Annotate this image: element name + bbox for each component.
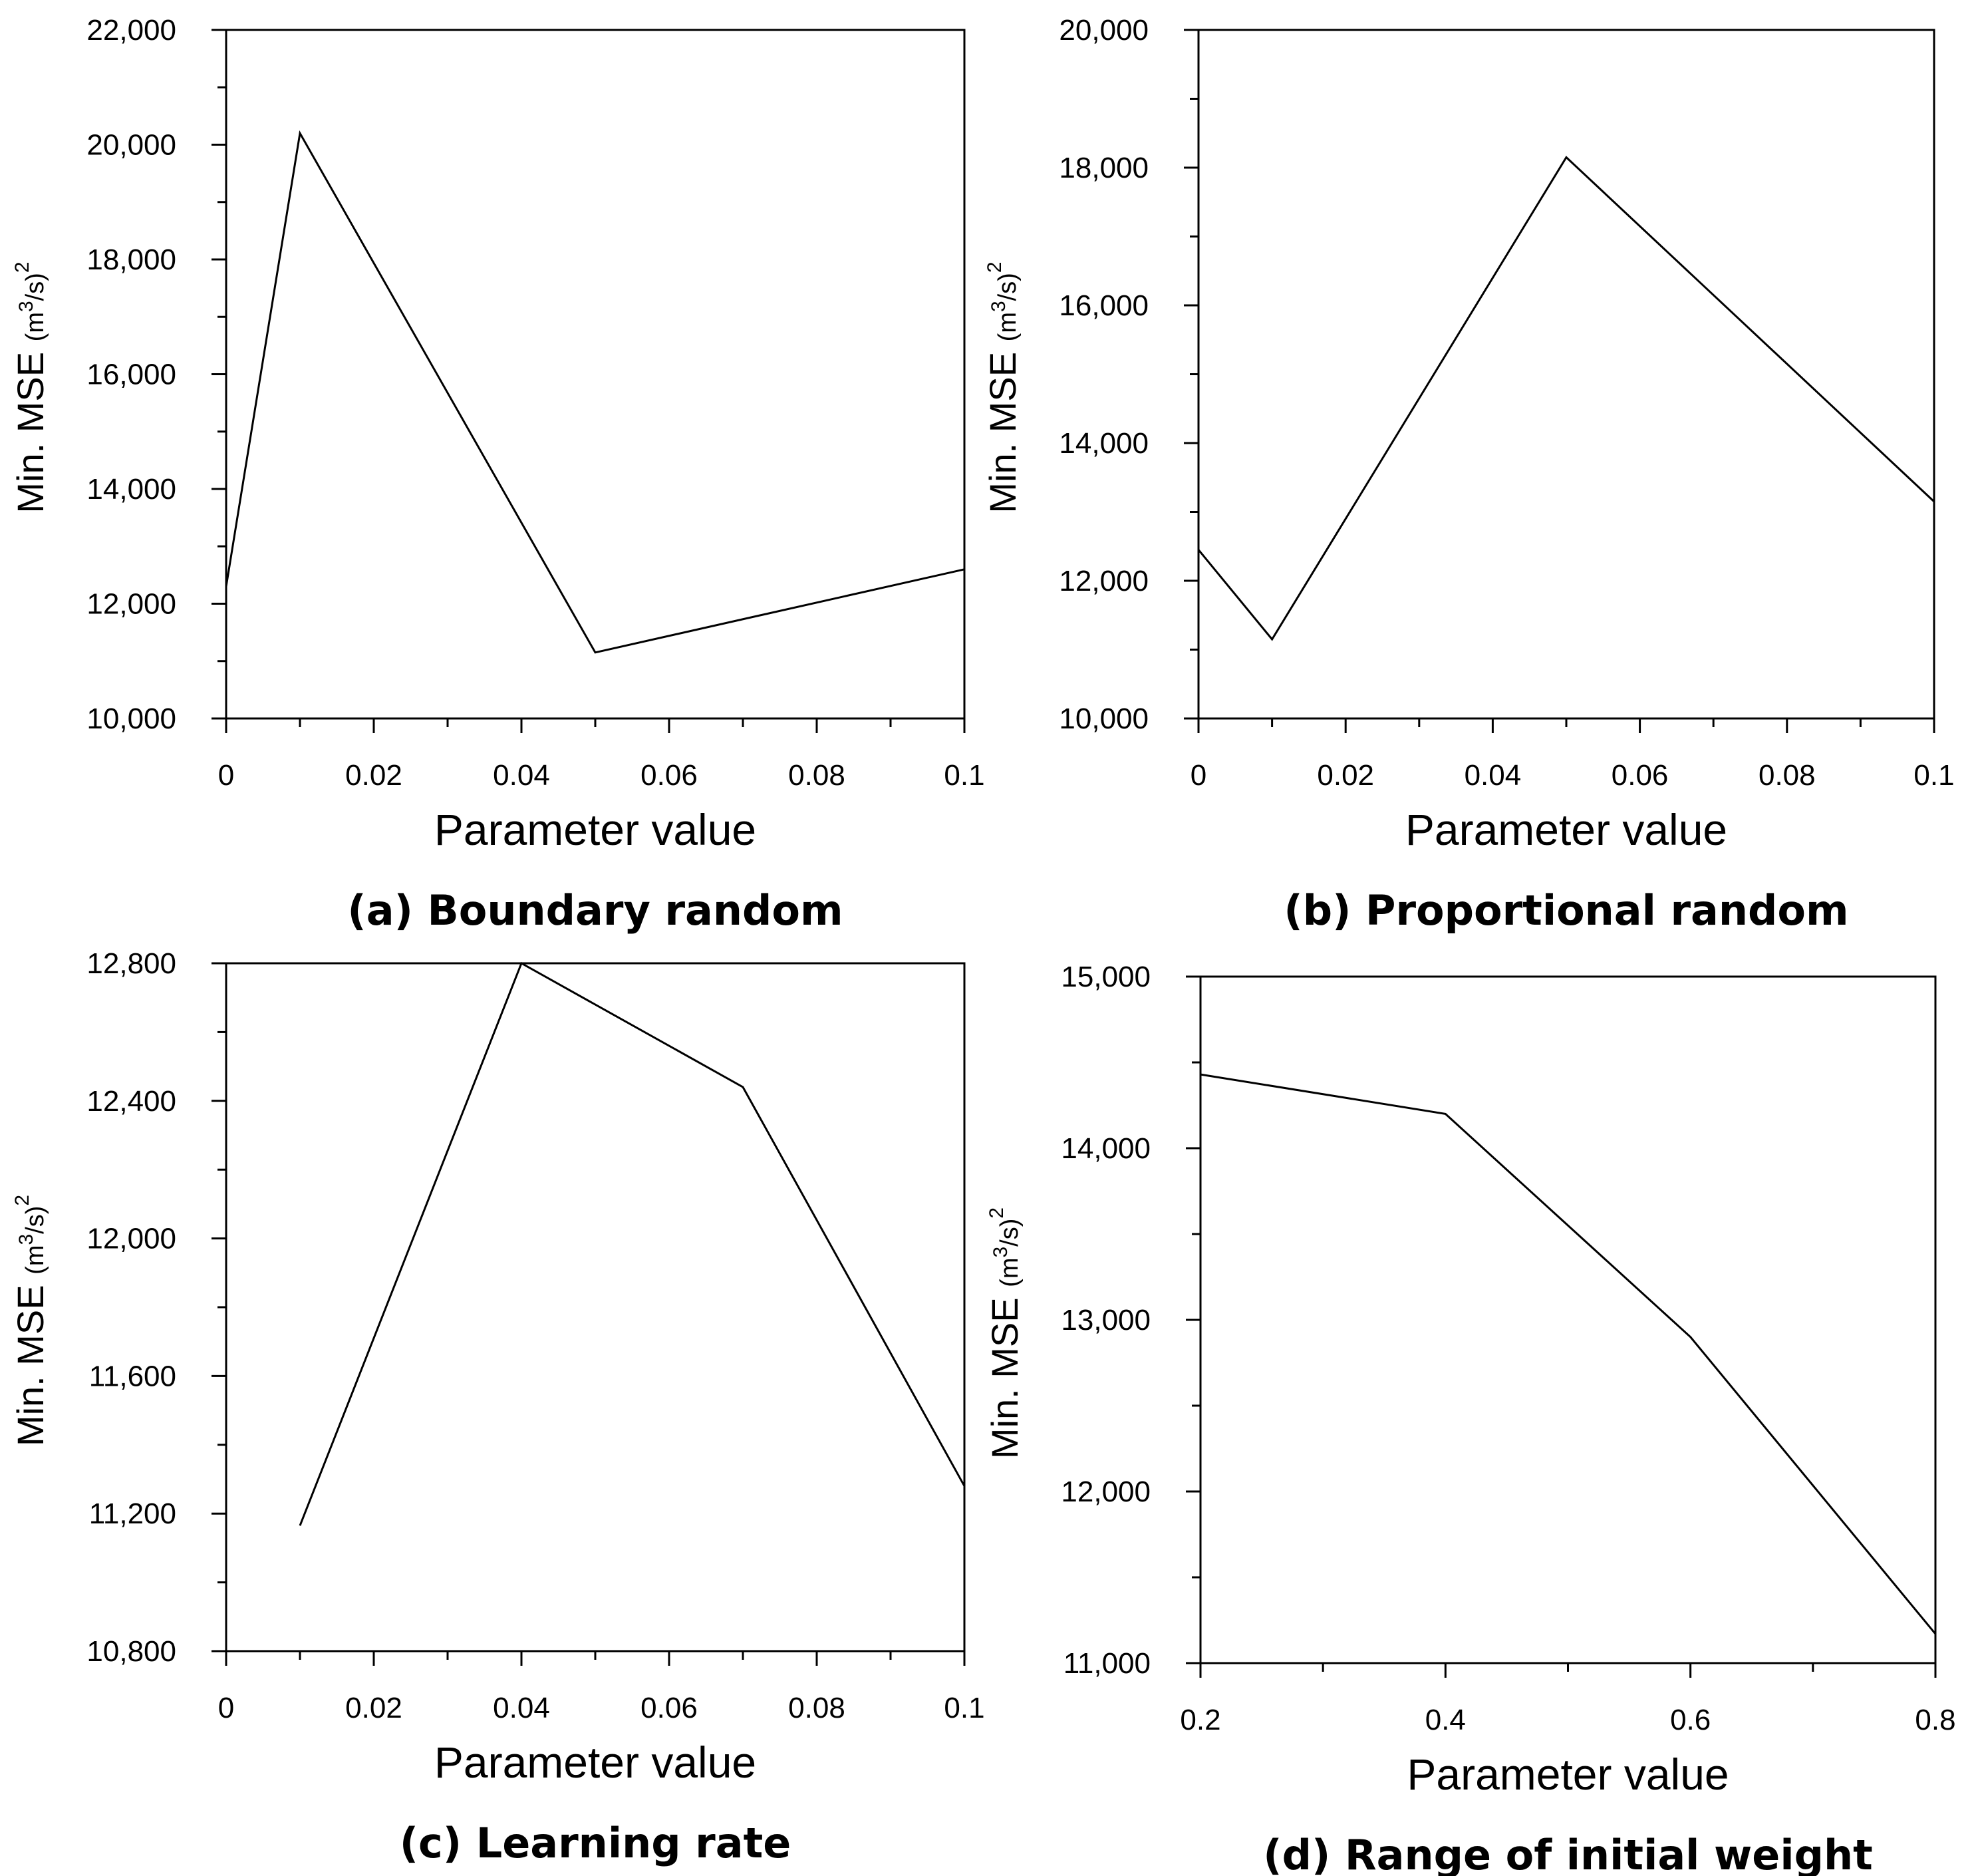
x-axis-label: Parameter value [1407, 1750, 1729, 1799]
panel-caption: (b) Proportional random [1284, 886, 1848, 935]
chart-3: 0.2 0.4 0.6 0.8 11,000 12,000 13,000 14,000 15,0… [984, 961, 1956, 1876]
x-tick-label: 0.02 [1317, 759, 1374, 792]
x-tick-label: 0.1 [944, 759, 984, 792]
series-line [225, 130, 965, 654]
y-tick-label: 15,000 [1061, 961, 1151, 993]
y-tick-label: 12,000 [86, 1223, 176, 1255]
x-tick-label: 0.2 [1180, 1704, 1220, 1736]
y-tick-label: 20,000 [1059, 14, 1149, 47]
y-axis-label: Min. MSE (m3/s)2 [984, 1207, 1026, 1459]
y-tick-label: 11,200 [89, 1497, 176, 1530]
chart-0: 0 0.02 0.04 0.06 0.08 0.1 10,000 12,000 14,000 16… [9, 14, 985, 935]
x-tick-label: 0.6 [1670, 1704, 1711, 1736]
x-tick-label: 0.04 [493, 759, 550, 792]
plot-frame [225, 962, 966, 1652]
x-tick-label: 0.06 [640, 759, 698, 792]
y-tick-label: 18,000 [86, 243, 176, 276]
y-tick-label: 12,000 [1061, 1476, 1151, 1508]
y-axis-label: Min. MSE (m3/s)2 [982, 261, 1024, 513]
y-tick-label: 10,000 [1059, 703, 1149, 735]
x-axis-label: Parameter value [1405, 805, 1727, 854]
x-tick-label: 0.02 [345, 1692, 402, 1724]
panel-caption: (a) Boundary random [347, 886, 843, 935]
x-tick-label: 0.08 [788, 759, 845, 792]
x-tick-label: 0.06 [1612, 759, 1669, 792]
plot-frame [225, 29, 966, 720]
y-tick-label: 14,000 [1059, 427, 1149, 460]
y-tick-label: 16,000 [1059, 289, 1149, 322]
y-axis-label: Min. MSE (m3/s)2 [9, 261, 51, 513]
x-tick-label: 0.1 [944, 1692, 984, 1724]
series-line [1200, 1073, 1937, 1635]
x-tick-label: 0.04 [1465, 759, 1522, 792]
x-tick-label: 0.04 [493, 1692, 550, 1724]
y-tick-label: 12,000 [86, 588, 176, 621]
x-tick-label: 0.8 [1915, 1704, 1955, 1736]
y-tick-label: 20,000 [86, 129, 176, 162]
panel-caption: (d) Range of initial weight [1263, 1831, 1872, 1876]
y-tick-label: 16,000 [86, 359, 176, 391]
y-tick-label: 18,000 [1059, 152, 1149, 184]
chart-2: 0 0.02 0.04 0.06 0.08 0.1 10,800 11,200 11,600 12… [9, 947, 985, 1867]
y-axis-label: Min. MSE (m3/s)2 [9, 1195, 51, 1446]
x-tick-label: 0.02 [345, 759, 402, 792]
y-tick-label: 10,000 [86, 703, 176, 735]
x-axis-label: Parameter value [434, 805, 756, 854]
y-tick-label: 11,000 [1063, 1647, 1151, 1680]
y-tick-label: 14,000 [1061, 1132, 1151, 1165]
y-tick-label: 12,400 [86, 1085, 176, 1118]
series-line [1197, 156, 1935, 641]
plot-frame [1197, 29, 1935, 720]
y-tick-label: 12,000 [1059, 565, 1149, 597]
y-tick-label: 22,000 [86, 14, 176, 47]
x-tick-label: 0 [218, 759, 234, 792]
x-tick-label: 0.1 [1913, 759, 1954, 792]
y-tick-label: 13,000 [1061, 1304, 1151, 1336]
chart-1: 0 0.02 0.04 0.06 0.08 0.1 10,000 12,000 14,000 16… [982, 14, 1955, 935]
y-tick-label: 12,800 [86, 947, 176, 980]
series-line [299, 961, 966, 1526]
y-tick-label: 10,800 [86, 1635, 176, 1668]
x-axis-label: Parameter value [434, 1738, 756, 1787]
x-tick-label: 0.08 [1759, 759, 1816, 792]
y-tick-label: 14,000 [86, 473, 176, 506]
x-tick-label: 0.08 [788, 1692, 845, 1724]
y-tick-label: 11,600 [89, 1360, 176, 1392]
panel-caption: (c) Learning rate [400, 1819, 791, 1867]
x-tick-label: 0.4 [1425, 1704, 1466, 1736]
plot-frame [1199, 975, 1937, 1664]
x-tick-label: 0 [1191, 759, 1206, 792]
x-tick-label: 0 [218, 1692, 234, 1724]
x-tick-label: 0.06 [640, 1692, 698, 1724]
